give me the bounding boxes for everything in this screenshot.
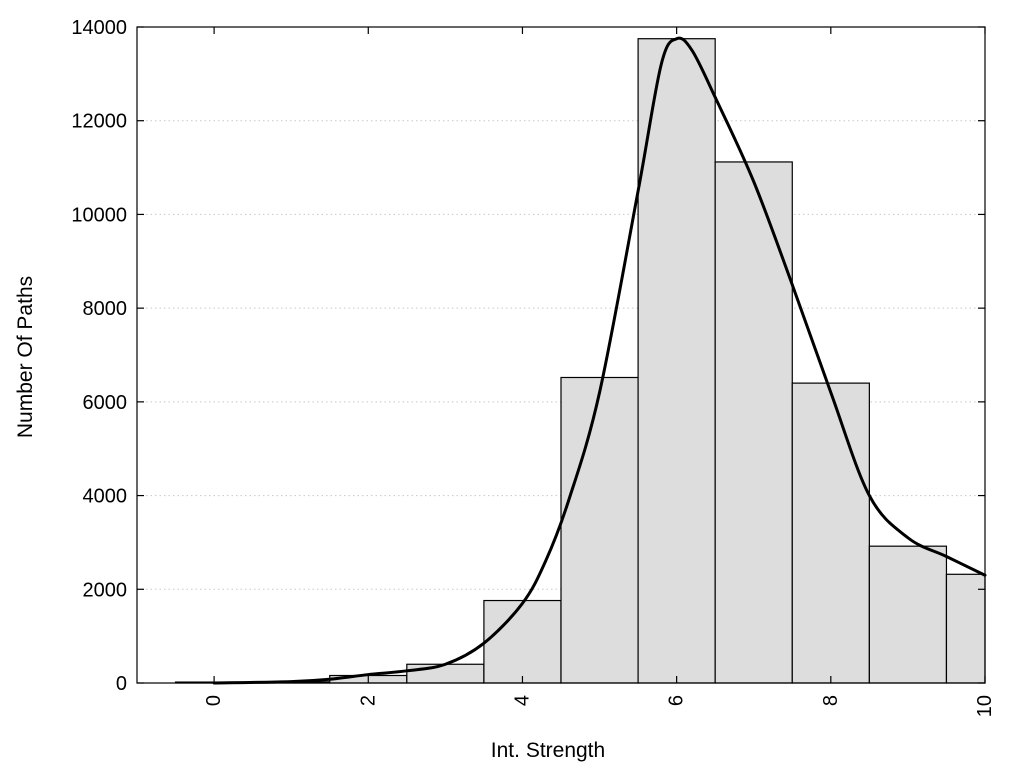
plot-frame: [136, 26, 986, 684]
y-tick-label: 8000: [83, 298, 128, 320]
x-axis-title: Int. Strength: [491, 739, 605, 762]
y-tick-label: 2000: [83, 579, 128, 601]
y-tick-label: 14000: [71, 17, 127, 39]
x-tick-label: 6: [666, 695, 688, 706]
x-tick-label: 2: [357, 695, 379, 706]
histogram-bar: [714, 161, 793, 684]
histogram-bar: [791, 382, 870, 684]
density-curve: [212, 36, 987, 685]
y-tick-label: 12000: [71, 111, 127, 133]
histogram-bar: [560, 376, 639, 684]
x-tick-label: 10: [974, 695, 996, 717]
y-tick-label: 10000: [71, 204, 127, 226]
histogram-bar: [637, 38, 716, 684]
x-tick-label: 4: [511, 695, 533, 706]
x-tick-label: 0: [203, 695, 225, 706]
y-axis-title: Number Of Paths: [14, 276, 37, 438]
histogram-bar: [406, 663, 485, 684]
y-tick-label: 4000: [83, 486, 128, 508]
histogram-bar: [945, 573, 986, 684]
histogram-bar: [483, 599, 562, 684]
histogram-bar: [868, 545, 948, 684]
x-tick-label: 8: [820, 695, 842, 706]
y-tick-label: 6000: [83, 392, 128, 414]
y-tick-label: 0: [116, 673, 127, 695]
